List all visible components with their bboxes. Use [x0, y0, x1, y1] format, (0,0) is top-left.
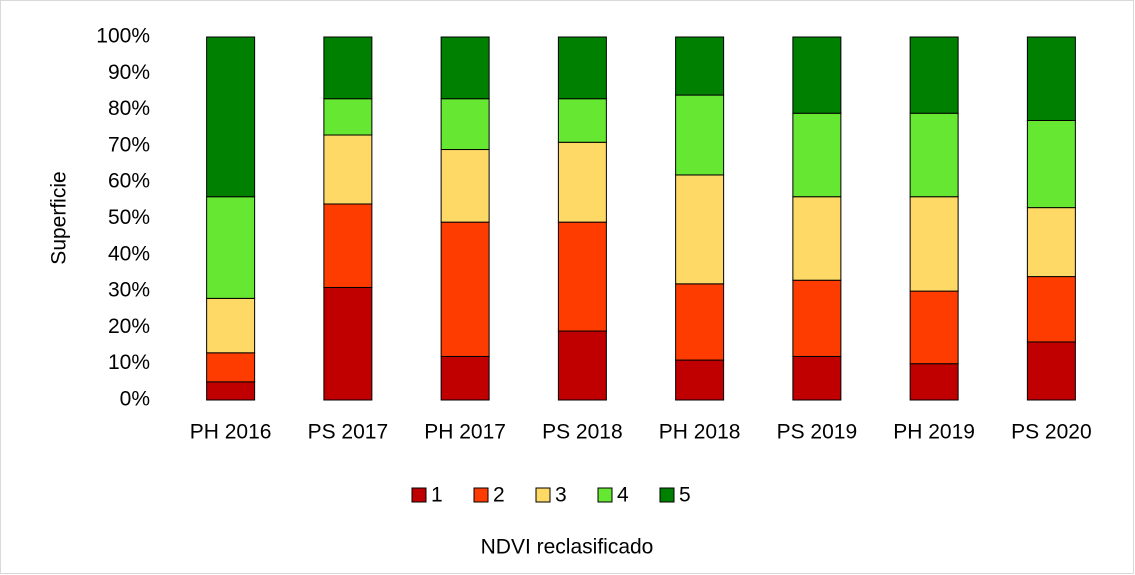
legend-swatch [659, 487, 675, 503]
bar-segment [1026, 119, 1076, 209]
bar-segment [323, 286, 373, 401]
legend-swatch [473, 487, 489, 503]
bar-segment [323, 134, 373, 205]
x-tick-label: PH 2016 [190, 421, 272, 444]
bar-segment [323, 203, 373, 288]
y-tick-label: 70% [108, 133, 150, 156]
bar-segment [1026, 36, 1076, 121]
bar-segment [1026, 341, 1076, 401]
bar-segment [206, 196, 256, 299]
x-tick-label: PS 2019 [777, 421, 858, 444]
legend-label: 1 [431, 484, 443, 507]
bar-segment [909, 290, 959, 365]
legend-label: 5 [679, 484, 691, 507]
bar-segment [792, 112, 842, 198]
bar-segment [792, 196, 842, 281]
bar-segment [206, 381, 256, 401]
x-tick-label: PH 2017 [424, 421, 506, 444]
bar-segment [909, 112, 959, 198]
bar-segment [909, 196, 959, 292]
bar-segment [557, 98, 607, 143]
legend-label: 2 [493, 484, 505, 507]
bar-segment [909, 36, 959, 114]
y-tick-label: 50% [108, 206, 150, 229]
y-tick-label: 100% [96, 25, 150, 48]
y-tick-label: 80% [108, 97, 150, 120]
bar-segment [909, 363, 959, 401]
bar-segment [206, 36, 256, 198]
bar-segment [675, 283, 725, 361]
bar-segment [792, 36, 842, 114]
bar-segment [1026, 276, 1076, 343]
bar-segment [206, 297, 256, 354]
bar-segment [557, 141, 607, 223]
bar-segment [675, 359, 725, 401]
bar-segment [557, 36, 607, 100]
x-tick-label: PH 2019 [893, 421, 975, 444]
bar-segment [675, 36, 725, 96]
y-tick-label: 10% [108, 351, 150, 374]
bar-segment [440, 36, 490, 100]
y-tick-label: 40% [108, 242, 150, 265]
bar-segment [1026, 207, 1076, 278]
y-tick-label: 90% [108, 61, 150, 84]
bar-segment [440, 149, 490, 223]
bar-segment [557, 330, 607, 401]
bar-segment [206, 352, 256, 383]
bar-segment [675, 174, 725, 285]
y-tick-label: 30% [108, 279, 150, 302]
x-tick-label: PS 2017 [308, 421, 389, 444]
legend-swatch [597, 487, 613, 503]
bar-segment [557, 221, 607, 332]
bar-segment [792, 279, 842, 357]
bar-segment [792, 355, 842, 401]
legend-swatch [411, 487, 427, 503]
x-tick-label: PS 2018 [542, 421, 623, 444]
bar-segment [675, 94, 725, 176]
legend-label: 3 [555, 484, 567, 507]
x-tick-label: PS 2020 [1011, 421, 1092, 444]
y-tick-label: 0% [120, 388, 150, 411]
bar-segment [440, 221, 490, 357]
y-axis-title: Superficie [48, 171, 71, 264]
bar-segment [440, 98, 490, 151]
legend-label: 4 [617, 484, 629, 507]
y-tick-label: 20% [108, 315, 150, 338]
bar-segment [440, 355, 490, 401]
bar-segment [323, 98, 373, 136]
bar-segment [323, 36, 373, 100]
x-axis-title: NDVI reclasificado [481, 536, 654, 559]
x-tick-label: PH 2018 [659, 421, 741, 444]
legend-swatch [535, 487, 551, 503]
y-tick-label: 60% [108, 170, 150, 193]
